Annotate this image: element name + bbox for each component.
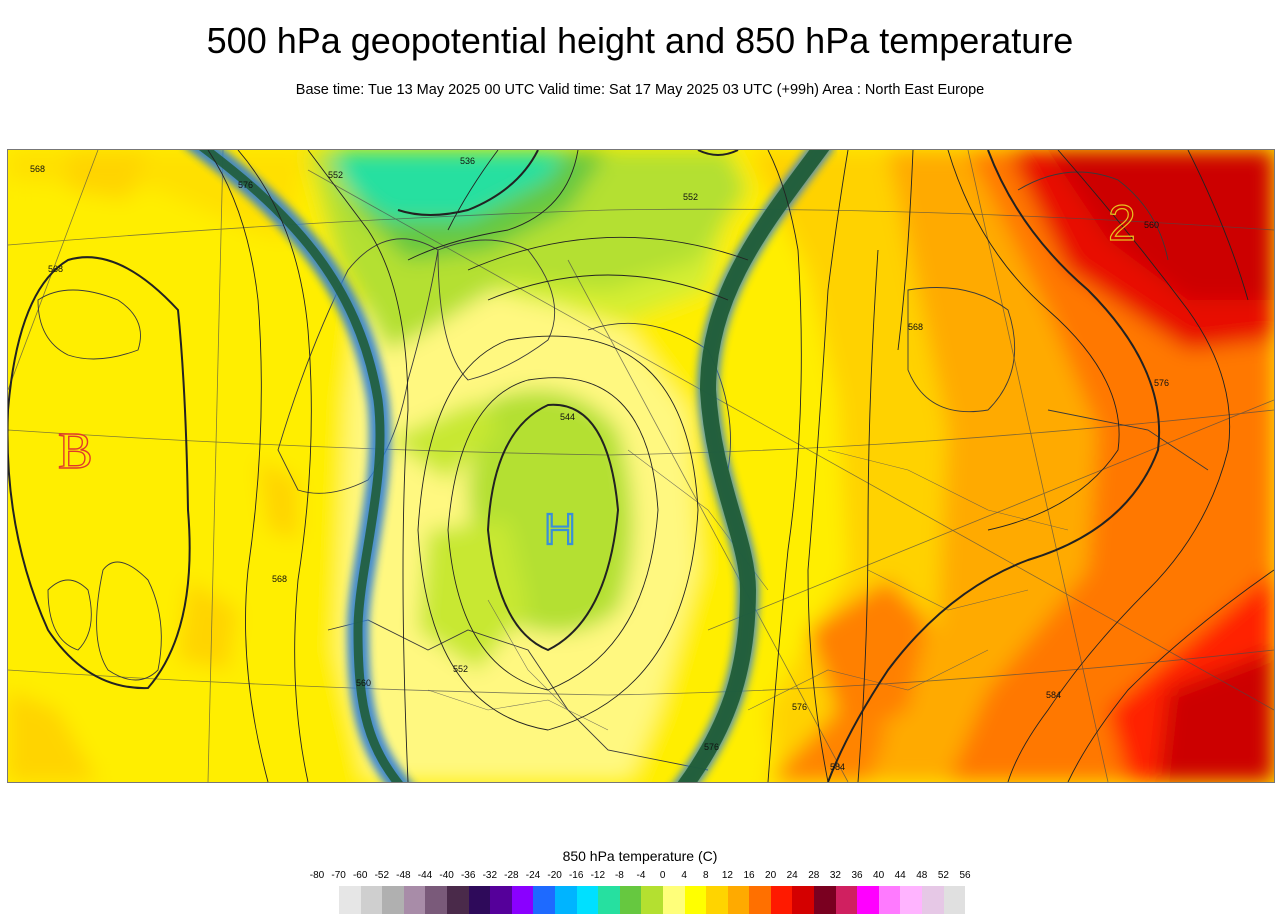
- legend-tick-label: -16: [568, 870, 584, 881]
- contour-label: 552: [683, 192, 698, 202]
- contour-label: 552: [453, 664, 468, 674]
- legend-tick-label: -70: [331, 870, 346, 881]
- page-subtitle: Base time: Tue 13 May 2025 00 UTC Valid …: [295, 82, 985, 98]
- legend-title: 850 hPa temperature (C): [562, 848, 718, 864]
- legend-color-swatch: [814, 886, 836, 914]
- contour-label: 560: [1144, 220, 1159, 230]
- legend-color-swatch: [598, 886, 620, 914]
- legend-color-swatch: [403, 886, 426, 914]
- legend-tick-label: 4: [681, 870, 687, 881]
- legend-color-swatch: [727, 886, 750, 914]
- contour-label: 568: [30, 164, 45, 174]
- legend-color-swatch: [641, 886, 663, 914]
- contour-label: 576: [238, 180, 253, 190]
- legend-color-swatch: [878, 886, 901, 914]
- pressure-centres: B H 2: [57, 194, 1136, 555]
- legend-color-swatch: [749, 886, 771, 914]
- contour-label: 576: [792, 702, 807, 712]
- legend-tick-label: -8: [614, 870, 624, 881]
- legend-tick-label: -4: [636, 870, 646, 881]
- legend-color-swatch: [792, 886, 815, 914]
- legend-tick-label: 32: [829, 870, 841, 881]
- legend-tick-label: 48: [916, 870, 928, 881]
- frontal-bands: [188, 150, 833, 782]
- legend-tick-label: 44: [894, 870, 906, 881]
- legend-tick-label: 52: [937, 870, 949, 881]
- legend-tick-label: 36: [851, 870, 863, 881]
- legend-tick-label: -40: [439, 870, 454, 881]
- legend-tick-label: -52: [374, 870, 390, 881]
- contour-label: 584: [1046, 690, 1061, 700]
- centre-symbol: 2: [1108, 195, 1136, 251]
- legend-color-swatch: [511, 886, 534, 914]
- contour-label: 536: [460, 156, 475, 166]
- legend-tick-label: -28: [504, 870, 519, 881]
- legend-color-bar: [339, 886, 966, 914]
- legend-color-swatch: [943, 886, 966, 914]
- legend-color-swatch: [425, 886, 447, 914]
- weather-map[interactable]: 568 568 576 536 552 552 544 552 568 560 …: [7, 149, 1275, 783]
- contour-label: 576: [704, 742, 719, 752]
- legend-color-swatch: [922, 886, 944, 914]
- contour-label: 544: [560, 412, 575, 422]
- legend-tick-label: 24: [786, 870, 798, 881]
- height-contours: [8, 150, 1274, 782]
- legend-color-swatch: [554, 886, 577, 914]
- legend-color-swatch: [339, 886, 361, 914]
- legend-tick-label: -36: [460, 870, 476, 881]
- temperature-field: [8, 150, 1274, 782]
- low-pressure-symbol: B: [58, 423, 93, 480]
- legend-tick-label: 8: [703, 870, 709, 881]
- contour-label: 584: [830, 762, 845, 772]
- contour-label: 560: [356, 678, 371, 688]
- legend-tick-label: -12: [590, 870, 606, 881]
- legend-tick-label: 40: [873, 870, 885, 881]
- legend-color-swatch: [770, 886, 793, 914]
- high-pressure-symbol: H: [544, 505, 576, 554]
- contour-label: 568: [908, 322, 923, 332]
- legend-color-swatch: [490, 886, 512, 914]
- contour-label: 576: [1154, 378, 1169, 388]
- legend-color-swatch: [360, 886, 383, 914]
- legend-color-swatch: [382, 886, 404, 914]
- contour-label: 552: [328, 170, 343, 180]
- legend-color-swatch: [857, 886, 879, 914]
- legend-color-swatch: [706, 886, 728, 914]
- legend-tick-label: -24: [525, 870, 541, 881]
- map-canvas: 568 568 576 536 552 552 544 552 568 560 …: [8, 150, 1274, 782]
- legend-tick-label: 56: [959, 870, 971, 881]
- legend-tick-label: -32: [482, 870, 498, 881]
- page-title: 500 hPa geopotential height and 850 hPa …: [206, 20, 1074, 61]
- legend-color-swatch: [533, 886, 555, 914]
- legend-tick-label: 12: [721, 870, 733, 881]
- legend-tick-label: 20: [765, 870, 777, 881]
- legend-tick-label: -80: [309, 870, 325, 881]
- legend-tick-label: 0: [659, 870, 666, 881]
- legend-color-swatch: [468, 886, 491, 914]
- legend-color-swatch: [576, 886, 599, 914]
- legend-color-swatch: [900, 886, 923, 914]
- legend-tick-label: -48: [396, 870, 411, 881]
- legend-color-swatch: [446, 886, 469, 914]
- legend-tick-label: -60: [352, 870, 368, 881]
- legend-color-swatch: [684, 886, 707, 914]
- legend-color-swatch: [835, 886, 858, 914]
- legend-color-swatch: [662, 886, 685, 914]
- legend-tick-label: 28: [808, 870, 820, 881]
- legend-tick-label: -20: [547, 870, 562, 881]
- coastlines: [37, 171, 1209, 771]
- contour-label: 568: [272, 574, 287, 584]
- legend-tick-label: -44: [417, 870, 433, 881]
- legend-color-swatch: [619, 886, 642, 914]
- contour-label: 568: [48, 264, 63, 274]
- height-labels: 568 568 576 536 552 552 544 552 568 560 …: [30, 156, 1169, 772]
- legend-tick-label: 16: [743, 870, 755, 881]
